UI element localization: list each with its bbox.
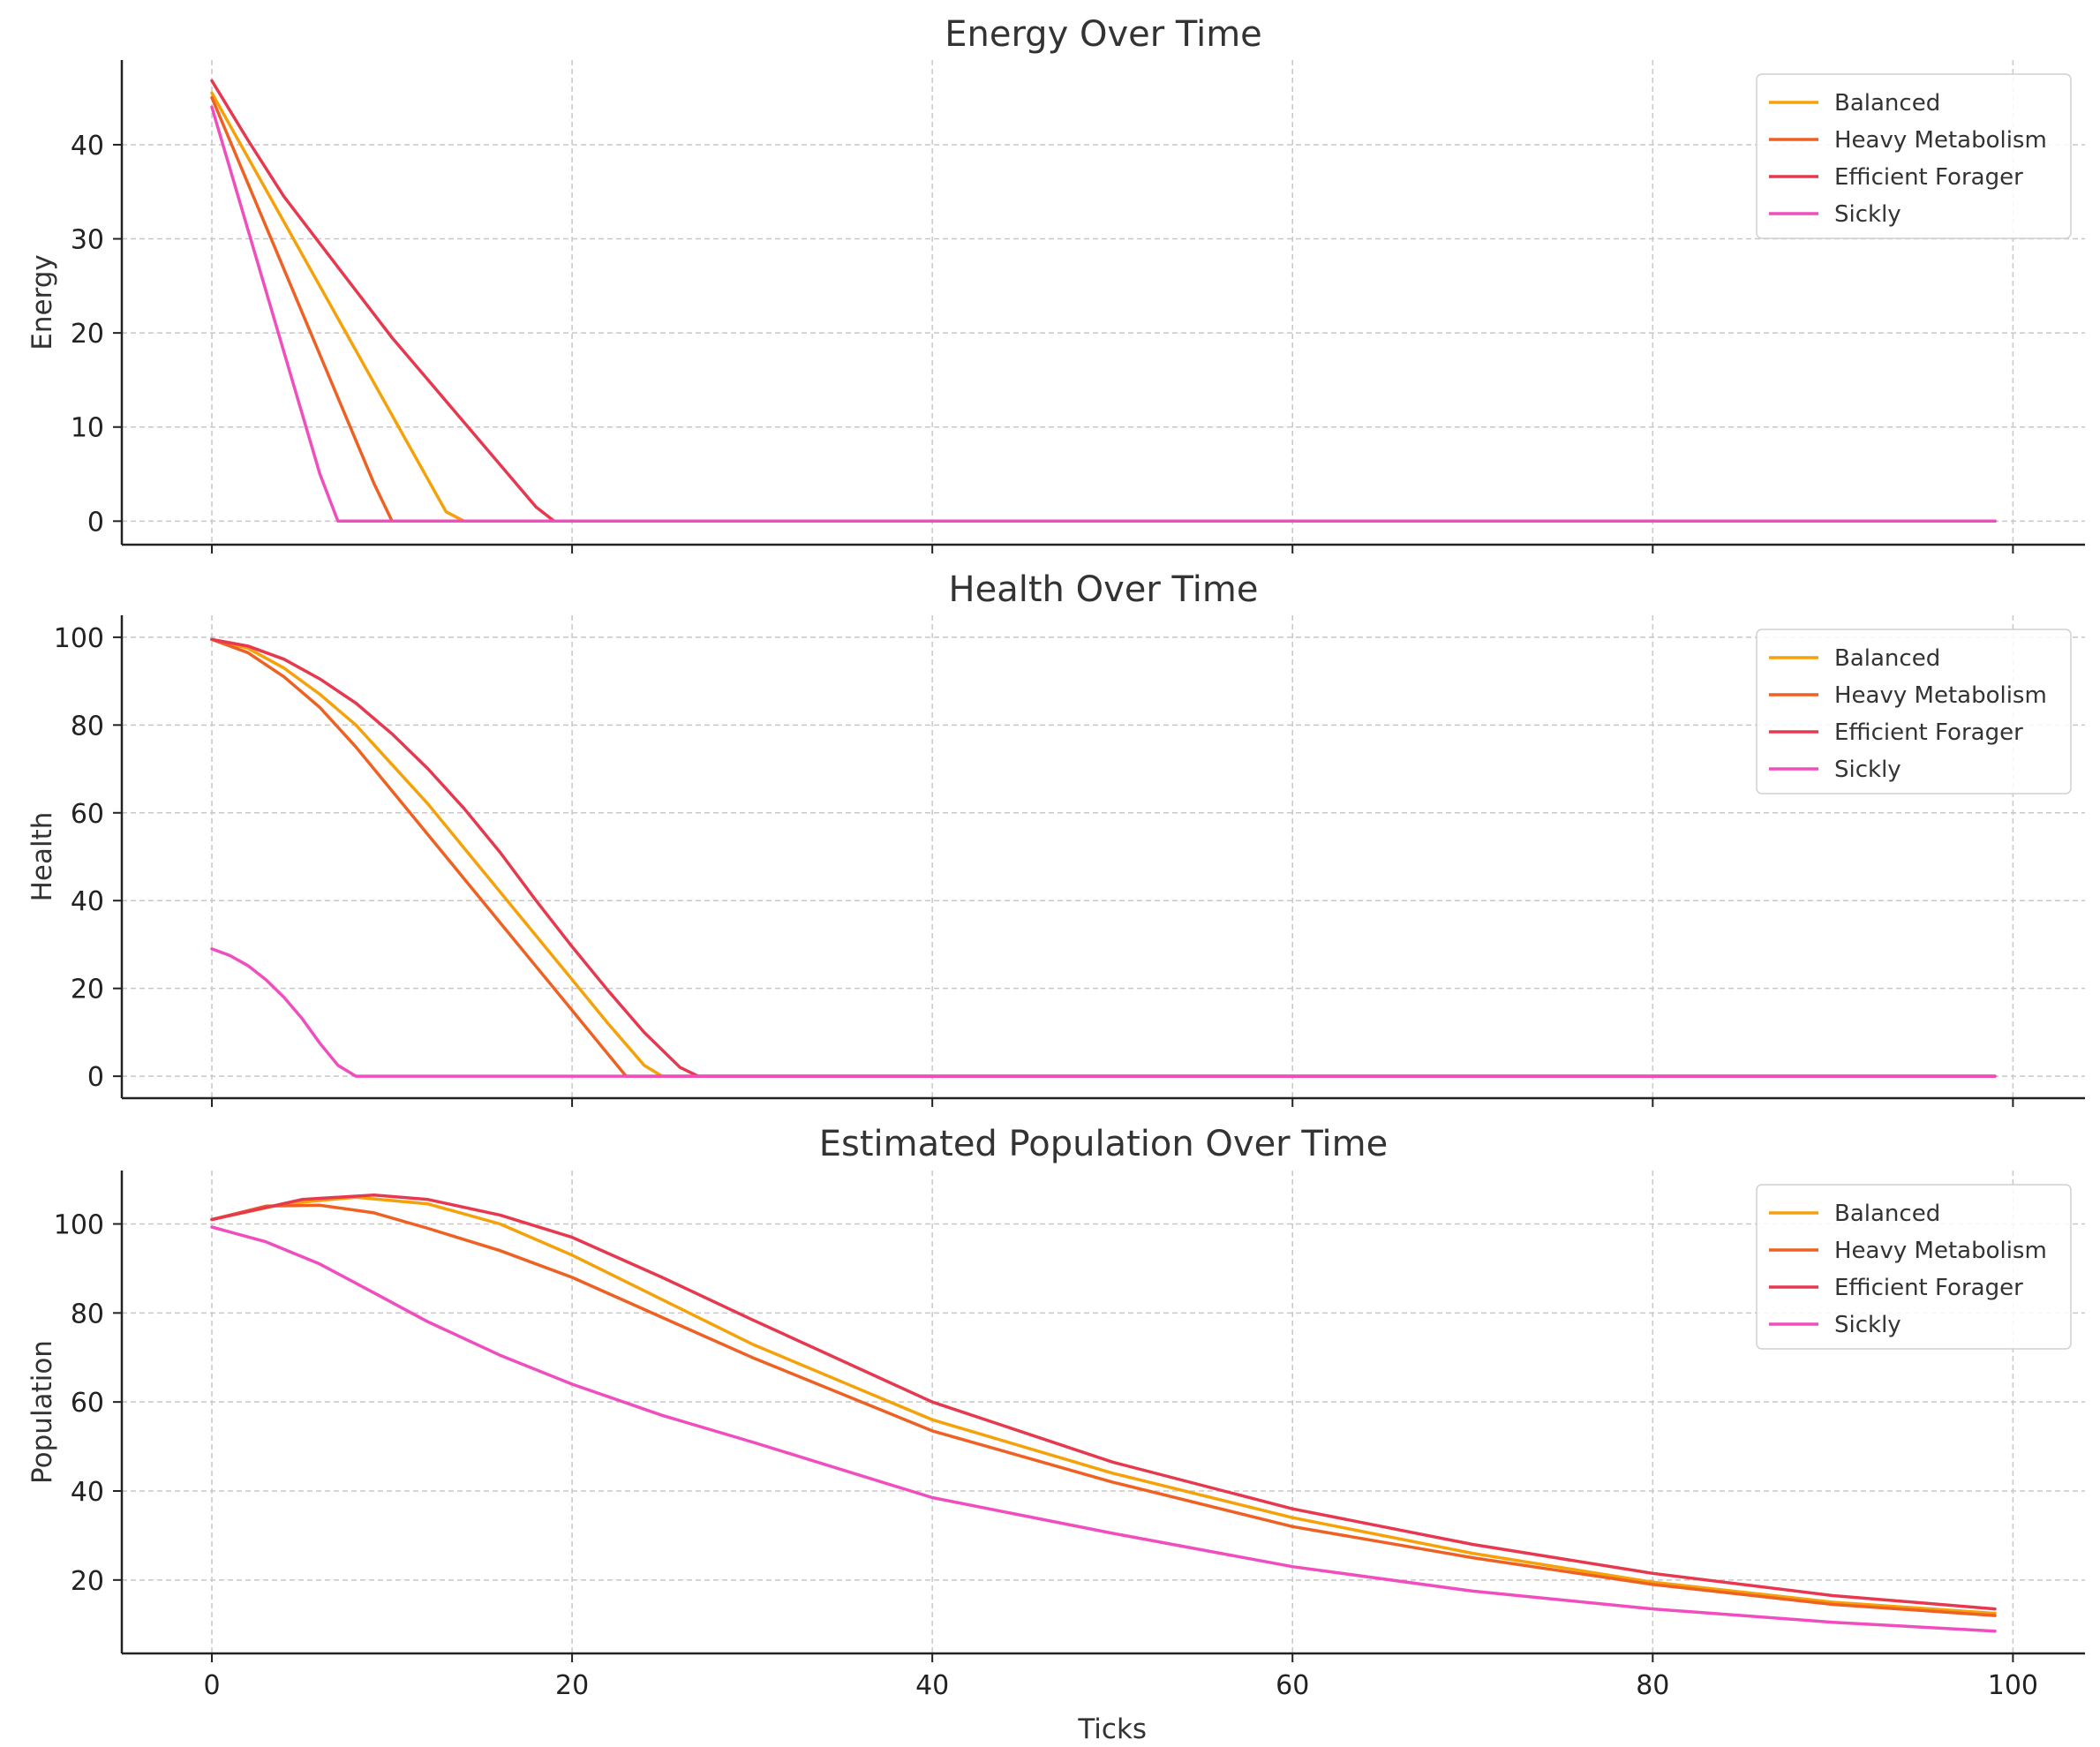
chart-title: Energy Over Time (945, 14, 1262, 55)
y-tick-label: 10 (71, 413, 104, 444)
chart-panel-1: 0 10 20 30 40 Energy Over Time Energy Balanced H… (26, 14, 2085, 553)
legend: Balanced Heavy Metabolism Efficient Forage… (1756, 73, 2072, 239)
legend-frame (1756, 629, 2072, 794)
y-tick-label: 40 (71, 1477, 104, 1508)
y-tick-label: 0 (87, 507, 104, 538)
series-line-heavy-metabolism (210, 1203, 1997, 1617)
x-tick-label: 40 (915, 1670, 949, 1701)
y-tick-label: 20 (71, 975, 104, 1005)
chart-panel-2: 0 20 40 60 80 100 Health Over Time Health Balanc… (26, 569, 2085, 1107)
y-tick-label: 80 (71, 1299, 104, 1329)
y-axis-label: Population (26, 1340, 58, 1484)
series-line-balanced (210, 637, 1997, 1078)
legend-entry-label: Efficient Forager (1834, 719, 2023, 746)
legend-entry-label: Heavy Metabolism (1834, 682, 2047, 709)
legend-entry-label: Sickly (1834, 1312, 1901, 1338)
legend-entry-label: Heavy Metabolism (1834, 1238, 2047, 1264)
series-line-sickly (210, 105, 1997, 523)
series-line-sickly (210, 1225, 1997, 1633)
y-tick-label: 40 (71, 131, 104, 162)
y-tick-label: 0 (87, 1062, 104, 1093)
series-line-balanced (210, 91, 1997, 523)
chart-panel-3: 0 20 40 60 80 100 20 40 60 80 100 Estimated Populat… (26, 1124, 2085, 1745)
legend: Balanced Heavy Metabolism Efficient Forage… (1756, 629, 2072, 794)
legend-entry-label: Efficient Forager (1834, 1275, 2023, 1301)
grid (122, 1171, 2085, 1653)
y-axis-label: Health (26, 812, 58, 902)
x-axis-label: Ticks (1077, 1713, 1147, 1745)
legend-entry-label: Balanced (1834, 1201, 1940, 1227)
series-line-efficient-forager (210, 637, 1997, 1078)
legend-entry-label: Sickly (1834, 757, 1901, 783)
legend: Balanced Heavy Metabolism Efficient Forage… (1756, 1184, 2072, 1350)
y-axis-label: Energy (26, 254, 58, 350)
y-tick-label: 30 (71, 225, 104, 256)
y-tick-label: 80 (71, 711, 104, 742)
legend-entry-label: Efficient Forager (1834, 164, 2023, 191)
x-tick-label: 20 (555, 1670, 589, 1701)
legend-entry-label: Balanced (1834, 645, 1940, 672)
legend-entry-label: Heavy Metabolism (1834, 127, 2047, 154)
y-tick-label: 60 (71, 1388, 104, 1419)
series-line-heavy-metabolism (210, 637, 1997, 1078)
legend-entry-label: Sickly (1834, 201, 1901, 228)
chart-title: Health Over Time (949, 569, 1259, 610)
series-line-heavy-metabolism (210, 95, 1997, 523)
x-tick-label: 80 (1636, 1670, 1669, 1701)
y-tick-label: 20 (71, 1566, 104, 1597)
series-line-efficient-forager (210, 79, 1997, 523)
x-tick-label: 60 (1276, 1670, 1309, 1701)
legend-frame (1756, 1184, 2072, 1350)
y-tick-label: 100 (54, 1209, 104, 1240)
chart-title: Estimated Population Over Time (819, 1124, 1388, 1164)
series-line-sickly (210, 947, 1997, 1078)
y-tick-label: 100 (54, 623, 104, 654)
legend-entry-label: Balanced (1834, 90, 1940, 117)
x-tick-label: 0 (203, 1670, 220, 1701)
x-tick-label: 100 (1988, 1670, 2038, 1701)
series-line-balanced (210, 1195, 1997, 1615)
y-tick-label: 60 (71, 799, 104, 830)
y-tick-label: 20 (71, 319, 104, 350)
legend-frame (1756, 73, 2072, 239)
y-tick-label: 40 (71, 886, 104, 917)
series-line-efficient-forager (210, 1193, 1997, 1611)
